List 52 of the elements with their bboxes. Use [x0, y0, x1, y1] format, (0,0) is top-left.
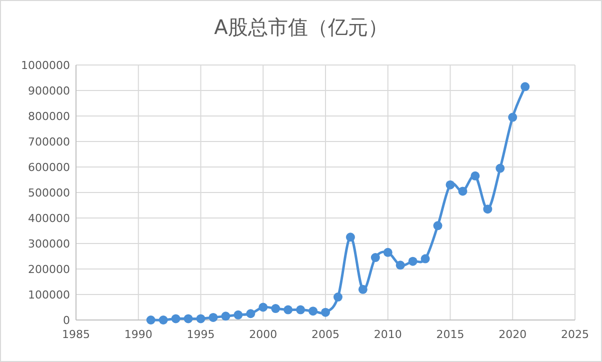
y-tick-label: 300000: [28, 238, 70, 250]
point: [370, 253, 380, 262]
point: [234, 310, 243, 320]
point: [221, 312, 230, 321]
y-tick-label: 400000: [28, 212, 70, 225]
point: [520, 82, 530, 92]
point: [446, 180, 455, 190]
y-tick-label: 1000000: [21, 59, 70, 72]
point: [146, 316, 156, 324]
point: [184, 314, 193, 324]
point: [284, 305, 293, 314]
point: [196, 314, 206, 324]
point: [433, 221, 442, 230]
y-tick-label: 200000: [28, 263, 70, 276]
point: [396, 260, 405, 270]
point: [258, 302, 268, 312]
y-tick-label: 900000: [28, 84, 70, 98]
point: [296, 305, 306, 314]
x-tick-label: 2010: [374, 328, 402, 341]
x-tick-label: 1990: [124, 328, 152, 341]
x-tick-label: 1985: [62, 328, 90, 341]
point: [483, 204, 492, 214]
y-tick-label: 600000: [28, 161, 70, 174]
point: [333, 292, 342, 302]
point: [346, 232, 355, 242]
y-tick-label: 800000: [28, 110, 70, 123]
point: [508, 112, 518, 122]
x-tick-label: 2020: [498, 328, 527, 341]
y-tick-label: 700000: [28, 136, 70, 148]
point: [470, 171, 480, 180]
point: [358, 284, 368, 294]
point: [308, 306, 318, 316]
x-tick-label: 1995: [186, 328, 215, 341]
y-tick-label: 100000: [28, 288, 70, 302]
y-tick-label: 0: [63, 314, 70, 327]
point: [321, 308, 330, 317]
point: [420, 254, 430, 264]
x-tick-label: 2025: [561, 328, 589, 341]
x-tick-label: 2005: [312, 328, 340, 341]
x-tick-label: 2015: [436, 328, 464, 341]
y-tick-label: 500000: [28, 186, 70, 200]
x-tick-label: 2000: [249, 328, 278, 341]
point: [208, 312, 218, 322]
chart-title: A股总市值（亿元）: [214, 15, 388, 39]
point: [458, 186, 468, 196]
point: [246, 309, 256, 318]
point: [496, 164, 505, 173]
point: [383, 248, 392, 257]
point: [158, 316, 168, 324]
point: [271, 304, 280, 314]
point: [171, 314, 180, 324]
point: [408, 256, 418, 266]
